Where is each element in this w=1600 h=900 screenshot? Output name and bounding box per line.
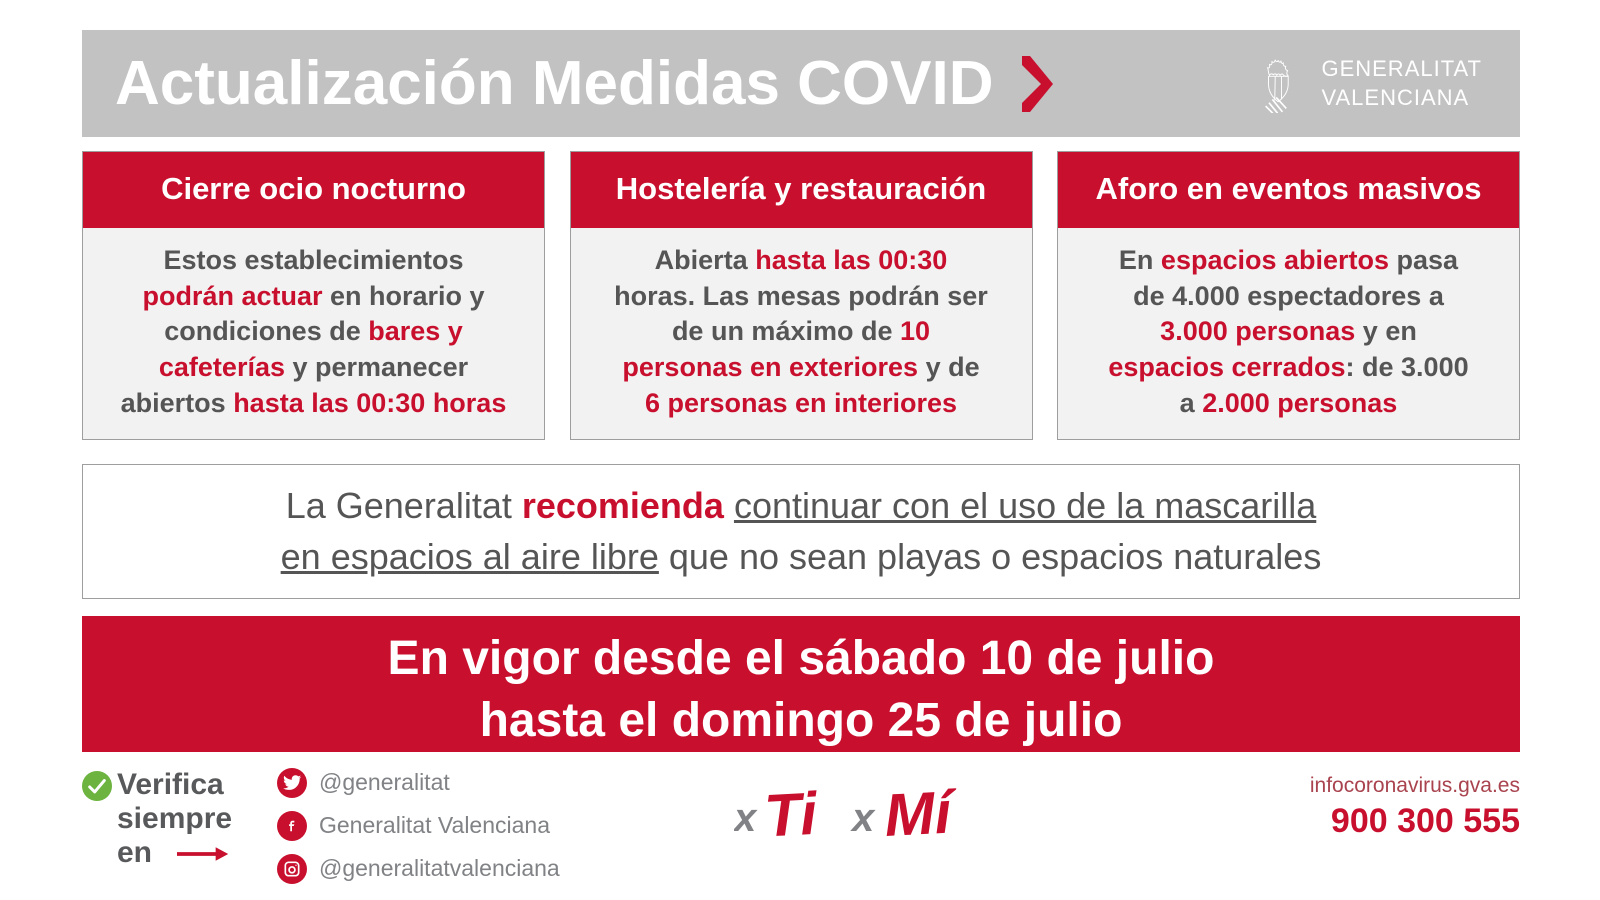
svg-text:x: x <box>734 796 758 840</box>
svg-text:Mí: Mí <box>883 778 960 849</box>
svg-text:x: x <box>850 796 876 840</box>
svg-text:Ti: Ti <box>763 780 820 850</box>
